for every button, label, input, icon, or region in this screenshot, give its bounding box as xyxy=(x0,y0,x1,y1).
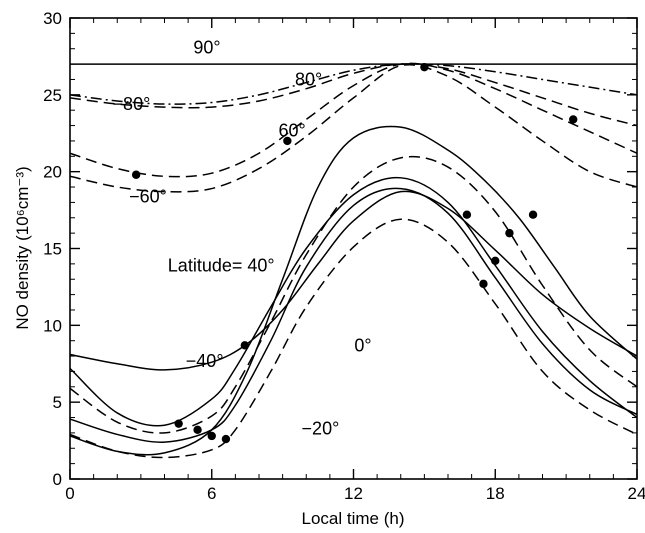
series-line-80-1 xyxy=(69,63,638,105)
series-line-40-6 xyxy=(69,190,638,371)
y-tick-label-25: 25 xyxy=(43,86,62,105)
data-marker-12 xyxy=(207,431,216,441)
data-marker-6 xyxy=(505,228,514,238)
y-tick-label-20: 20 xyxy=(43,163,62,182)
data-marker-0 xyxy=(420,62,429,72)
y-tick-label-15: 15 xyxy=(43,240,62,259)
data-marker-13 xyxy=(221,434,231,444)
data-marker-10 xyxy=(174,419,183,428)
series-line-20-9 xyxy=(69,187,638,443)
curve-label-80-2: −80° xyxy=(113,94,151,114)
curve-label-0-7: 0° xyxy=(354,335,371,355)
data-marker-5 xyxy=(528,210,538,219)
series-line-60-3 xyxy=(69,62,638,178)
plot-content: 90° 80° −80° 60° −60° Latitude= 40° −40° 0° −20° xyxy=(69,37,638,459)
series-line-20-dashed-10 xyxy=(69,218,638,459)
x-tick-label-12: 12 xyxy=(344,484,363,503)
x-tick-label-18: 18 xyxy=(486,484,505,503)
data-marker-7 xyxy=(491,256,500,265)
curve-label-80-1: 80° xyxy=(295,70,322,90)
data-marker-9 xyxy=(240,341,250,350)
series-line-20-dashed-8 xyxy=(69,155,638,434)
x-tick-label-0: 0 xyxy=(65,484,74,503)
y-tick-label-10: 10 xyxy=(43,316,62,335)
curve-label-latitude-40-5: Latitude= 40° xyxy=(168,256,275,276)
y-tick-label-5: 5 xyxy=(53,393,62,412)
x-axis-label: Local time (h) xyxy=(302,509,405,528)
x-tick-label-24: 24 xyxy=(628,484,645,503)
y-tick-label-30: 30 xyxy=(43,9,62,28)
series-line-latitude-40-5 xyxy=(69,125,638,456)
y-tick-label-0: 0 xyxy=(53,470,62,489)
data-marker-4 xyxy=(462,210,472,219)
curve-label-60-4: −60° xyxy=(129,186,167,206)
y-axis-label: NO density (10⁶cm⁻³) xyxy=(13,166,32,329)
data-marker-1 xyxy=(569,115,578,124)
plot-frame xyxy=(69,17,638,480)
y-axis: 0 5 10 15 20 25 30 xyxy=(43,9,637,489)
curve-label-60-3: 60° xyxy=(278,120,305,140)
data-marker-3 xyxy=(283,136,292,146)
curve-label-20-8: −20° xyxy=(302,418,340,438)
series-line-80-2 xyxy=(69,63,638,127)
x-axis: 0 6 12 18 24 xyxy=(65,18,645,503)
x-tick-label-6: 6 xyxy=(207,484,216,503)
data-marker-11 xyxy=(193,425,202,435)
series-line-0-7 xyxy=(69,176,638,427)
data-marker-8 xyxy=(479,279,488,289)
curve-label-40-6: −40° xyxy=(186,351,224,371)
series-line-60-4 xyxy=(69,64,638,193)
curve-label-90-0: 90° xyxy=(193,37,220,57)
data-marker-2 xyxy=(131,170,141,179)
